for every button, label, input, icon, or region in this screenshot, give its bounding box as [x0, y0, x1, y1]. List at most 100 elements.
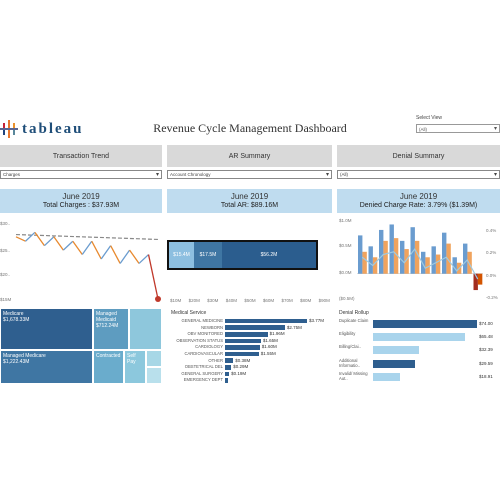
- service-label: OBSTETRICAL DEL: [184, 364, 223, 370]
- service-bar[interactable]: [225, 318, 307, 324]
- service-value: $2.75M: [286, 324, 302, 330]
- denial-filter-value: (All): [340, 172, 348, 177]
- service-bar[interactable]: [225, 338, 261, 344]
- rollup-bar[interactable]: [373, 372, 401, 381]
- denial-bar-a: [368, 246, 373, 274]
- service-label: OTHER: [208, 357, 223, 363]
- denial-month: June 2019: [399, 192, 438, 201]
- ar-segment-1[interactable]: $15.4M: [169, 242, 194, 268]
- denial-y-right-2: 0.2%: [486, 250, 497, 255]
- denial-rollup-title: Denial Rollup: [339, 310, 369, 316]
- denial-bar-a: [463, 243, 468, 274]
- service-value: $1.96M: [269, 331, 285, 337]
- denial-kpi: June 2019 Denied Charge Rate: 3.79% ($1.…: [337, 189, 500, 213]
- trend-segment: [81, 240, 93, 255]
- ar-x-tick: $50M: [244, 298, 256, 303]
- denial-bar-b: [477, 273, 483, 285]
- treemap-small-2[interactable]: [146, 367, 162, 384]
- ar-segment-1-label: $15.4M: [173, 252, 190, 258]
- ar-metric: Total AR: $89.16M: [220, 202, 279, 209]
- denial-bar-b: [362, 251, 367, 274]
- ar-segment-3[interactable]: $56.2M: [221, 242, 316, 268]
- trend-segment: [138, 254, 149, 264]
- treemap-self-pay[interactable]: Self Pay: [124, 350, 146, 384]
- tab-transaction-trend-label: Transaction Trend: [52, 152, 110, 160]
- treemap-managed-medicaid[interactable]: Managed Medicaid $712.24M: [93, 308, 129, 350]
- service-label: OBSERVATION STATUS: [176, 337, 223, 343]
- service-bar[interactable]: [225, 332, 268, 337]
- denial-trend-chart: [357, 224, 483, 291]
- rollup-bar[interactable]: [373, 320, 477, 328]
- denial-y-left-1: $1.0M: [339, 218, 352, 223]
- transaction-trend-chart: [15, 231, 161, 302]
- service-bar[interactable]: [225, 358, 234, 363]
- trend-segment: [110, 245, 121, 264]
- treemap-managed-medicare[interactable]: Managed Medicare $1,222.43M: [0, 350, 93, 384]
- service-bar[interactable]: [225, 371, 230, 377]
- rollup-label: Billing/Clai..: [339, 344, 361, 350]
- denial-bar-a: [400, 240, 405, 274]
- denial-y-left-3: $0.0M: [339, 270, 352, 275]
- service-label: EMERGENCY DEPT: [183, 377, 223, 383]
- treemap-contracted-name: Contracted: [96, 353, 121, 359]
- tab-transaction-trend[interactable]: Transaction Trend: [0, 145, 162, 167]
- tab-ar-summary[interactable]: AR Summary: [167, 145, 332, 167]
- treemap-self-pay-name: Self Pay: [127, 353, 136, 365]
- service-bar[interactable]: [225, 345, 260, 350]
- service-bar[interactable]: [225, 351, 259, 357]
- trend-segment: [43, 236, 55, 247]
- ar-x-tick: $10M: [170, 298, 182, 303]
- rollup-value: $32.39: [479, 347, 493, 353]
- service-value: $0.38M: [235, 357, 251, 363]
- tab-denial-summary[interactable]: Denial Summary: [337, 145, 500, 167]
- treemap-medicare[interactable]: Medicare $1,678.33M: [0, 308, 93, 350]
- transaction-filter-value: Charges: [3, 172, 21, 177]
- treemap-contracted[interactable]: Contracted: [93, 350, 124, 384]
- ar-kpi: June 2019 Total AR: $89.16M: [167, 189, 332, 213]
- denial-bar-b: [435, 254, 441, 274]
- transaction-metric: Total Charges : $37.93M: [42, 202, 120, 209]
- denial-filter[interactable]: (All): [337, 170, 500, 179]
- logo-text: tableau: [22, 120, 84, 137]
- transaction-kpi: June 2019 Total Charges : $37.93M: [0, 189, 162, 213]
- rollup-bar[interactable]: [373, 333, 465, 342]
- ar-segment-2[interactable]: $17.5M: [193, 242, 222, 268]
- treemap-managed-medicaid-name: Managed Medicaid: [96, 311, 117, 323]
- service-value: $1.65M: [262, 337, 278, 343]
- select-view-dropdown[interactable]: (All): [416, 124, 500, 134]
- rollup-bar[interactable]: [373, 346, 419, 355]
- denial-bar-b: [467, 251, 472, 274]
- treemap-small-1[interactable]: [146, 350, 162, 367]
- denial-rollup-chart: Duplicate Claim $74.00 Eligibility $65.48 Bi…: [337, 318, 500, 386]
- rollup-label: Duplicate Claim: [339, 318, 369, 323]
- treemap-medicare-value: $1,678.33M: [3, 317, 30, 323]
- treemap-other-payer[interactable]: [129, 308, 162, 350]
- service-value: $3.77M: [309, 318, 325, 323]
- trend-y-tick-2: $25..: [0, 248, 11, 253]
- medical-service-chart: GENERAL MEDICINE $3.77M NEWBORN $2.75M OBV M…: [167, 318, 332, 386]
- denial-bar-b: [372, 257, 378, 274]
- service-label: OBV MONITORED: [187, 331, 223, 337]
- denial-bar-a: [473, 273, 478, 291]
- denial-bar-a: [421, 251, 426, 274]
- ar-filter[interactable]: Account Chronology: [167, 170, 332, 179]
- trend-segment: [15, 236, 26, 242]
- service-bar[interactable]: [225, 325, 285, 330]
- service-bar[interactable]: [225, 365, 232, 370]
- transaction-filter[interactable]: Charges: [0, 170, 162, 179]
- service-label: CARDIOVASCULAR: [184, 351, 223, 356]
- rollup-bar[interactable]: [373, 359, 415, 368]
- denial-bar-b: [414, 240, 420, 274]
- trend-last-point: [155, 296, 161, 302]
- ar-x-tick: $30M: [207, 298, 219, 303]
- denial-bar-b: [404, 249, 409, 274]
- service-label: NEWBORN: [201, 324, 223, 330]
- trend-segment: [53, 236, 64, 251]
- trend-y-tick-4: $15M: [0, 297, 12, 302]
- dashboard-title: Revenue Cycle Management Dashboard: [153, 121, 347, 135]
- denial-bar-b: [425, 257, 430, 274]
- service-bar[interactable]: [225, 378, 228, 383]
- rollup-label: Additional Informatio..: [339, 357, 360, 368]
- trend-segment: [129, 249, 140, 264]
- denial-bar-a: [452, 257, 457, 274]
